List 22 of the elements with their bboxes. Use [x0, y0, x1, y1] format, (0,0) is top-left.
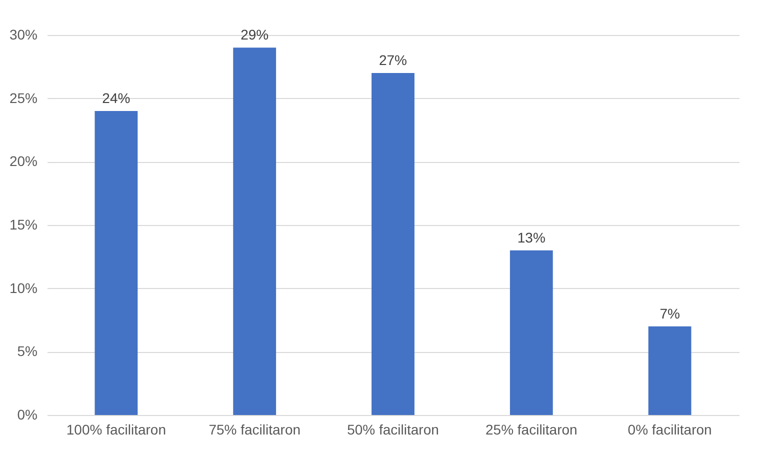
data-label: 13% [517, 229, 546, 246]
bar [510, 250, 553, 415]
bar [94, 111, 138, 415]
x-tick-label: 50% facilitaron [347, 422, 439, 438]
y-tick-label: 20% [9, 153, 38, 170]
y-tick-label: 0% [17, 406, 38, 422]
bar [372, 73, 414, 415]
x-tick-label: 100% facilitaron [66, 422, 166, 438]
y-tick-label: 25% [9, 90, 38, 106]
x-tick-label: 75% facilitaron [208, 422, 301, 438]
y-tick-label: 10% [9, 280, 38, 296]
data-label: 27% [378, 52, 408, 68]
data-label: 29% [240, 26, 269, 43]
bar [648, 326, 692, 415]
data-label: 7% [660, 305, 680, 322]
y-tick-label: 15% [9, 216, 38, 232]
y-tick-label: 5% [17, 343, 38, 360]
bar [233, 48, 276, 415]
data-label: 24% [102, 90, 130, 106]
y-tick-label: 30% [9, 26, 38, 42]
x-tick-label: 0% facilitaron [628, 422, 712, 438]
x-tick-label: 25% facilitaron [485, 422, 578, 438]
